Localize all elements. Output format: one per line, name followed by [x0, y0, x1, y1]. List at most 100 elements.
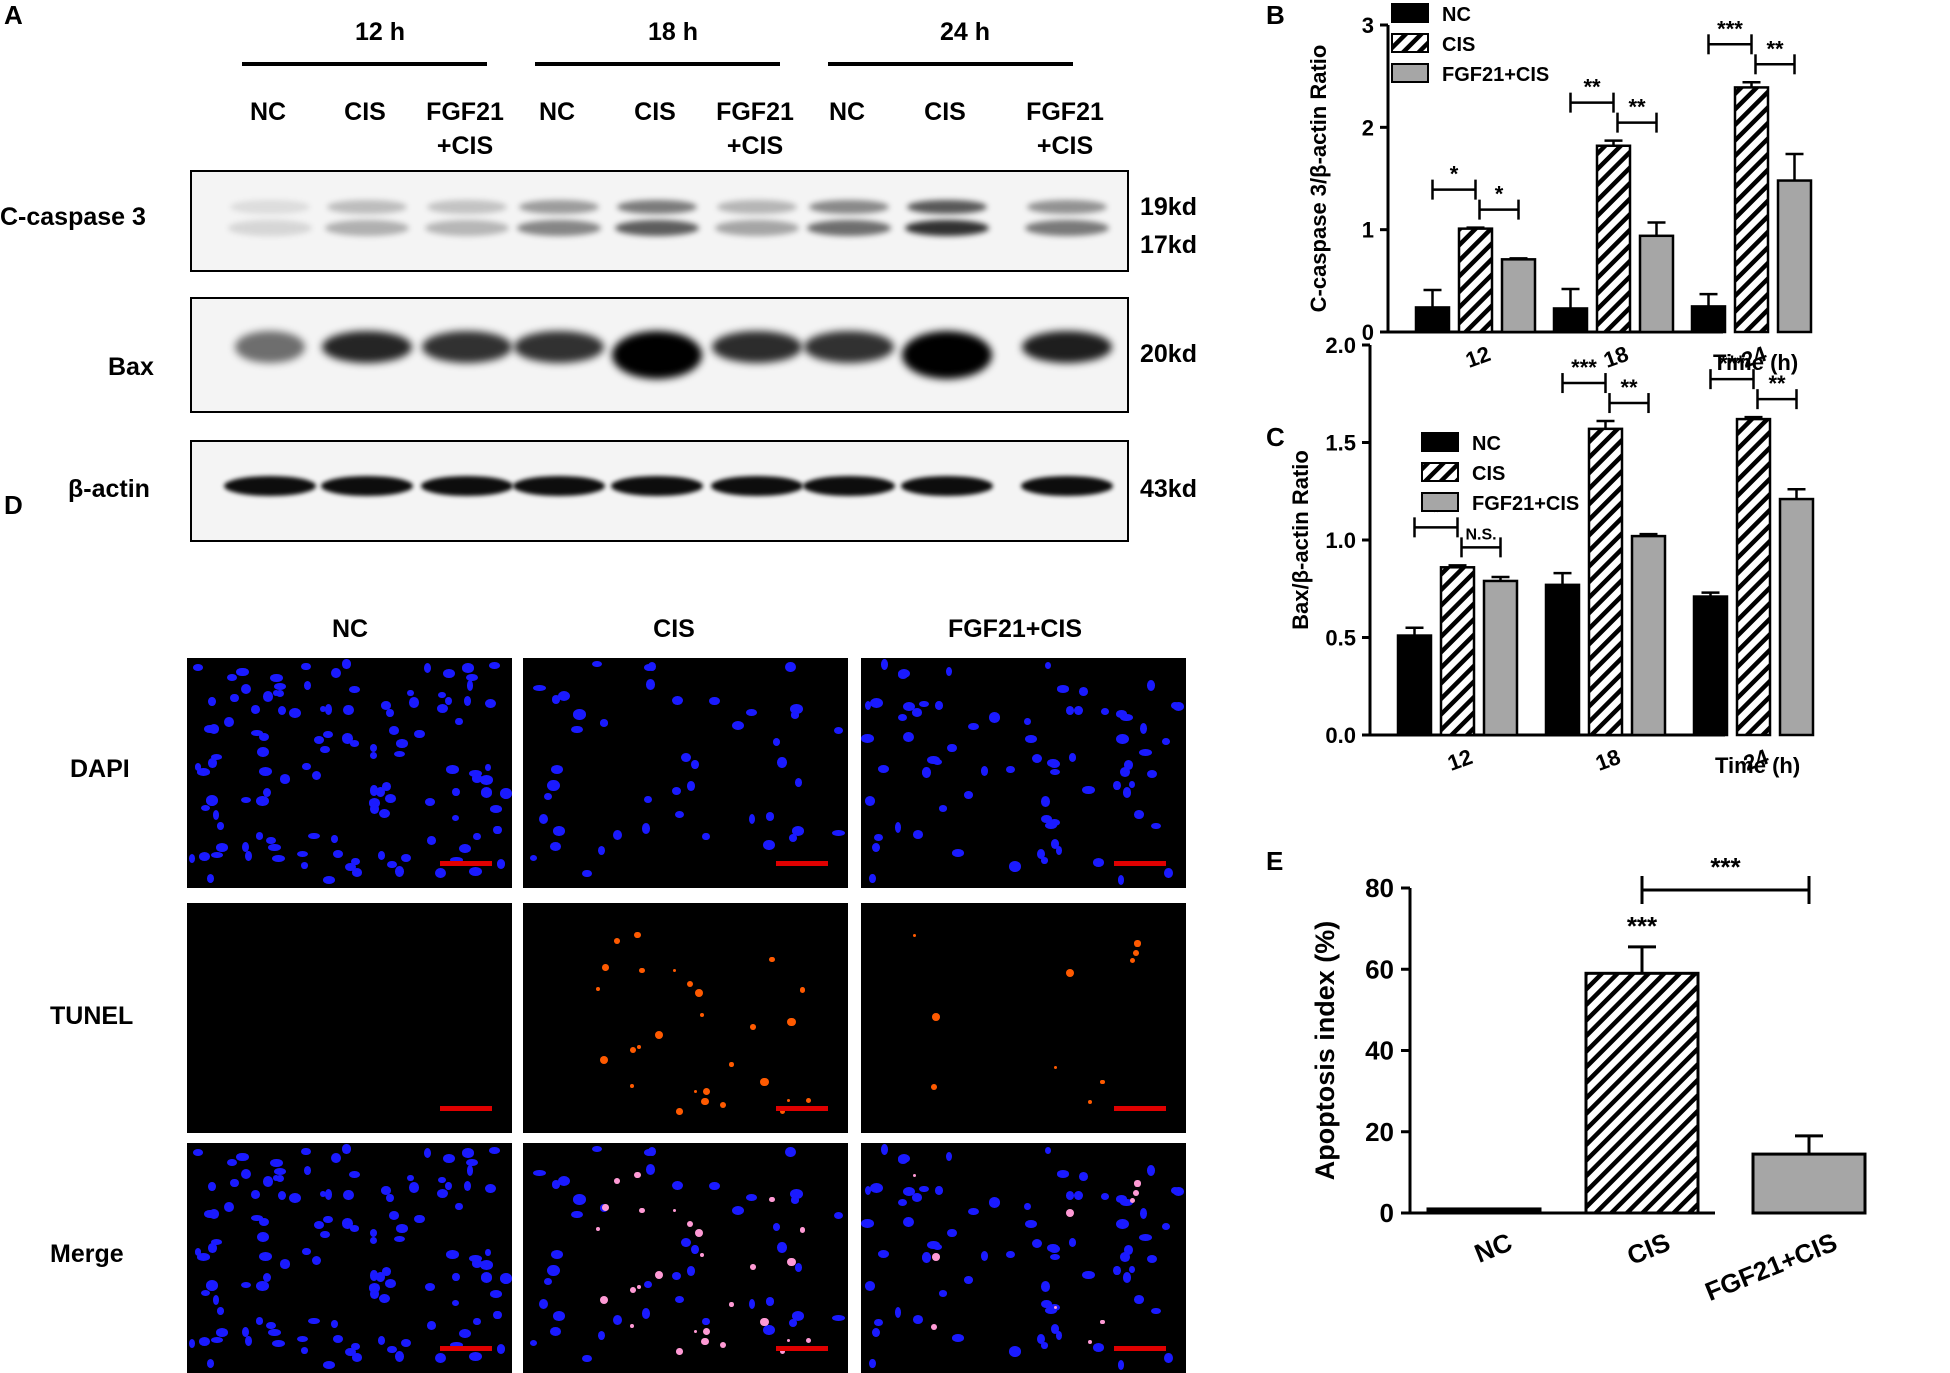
blot-band: [513, 476, 605, 496]
nucleus: [938, 1290, 948, 1297]
nucleus: [1065, 1190, 1075, 1201]
nucleus: [368, 798, 381, 808]
nucleus: [369, 1228, 378, 1237]
nucleus: [709, 1182, 720, 1191]
sig-label: **: [1768, 371, 1786, 396]
nucleus: [1140, 1208, 1148, 1219]
nucleus: [731, 720, 745, 731]
nucleus: [352, 1353, 363, 1362]
nucleus: [989, 1197, 1001, 1208]
tunel-positive-cell: [719, 1341, 727, 1349]
tunel-positive-cell: [787, 1339, 791, 1343]
nucleus: [897, 1198, 907, 1206]
nucleus: [207, 873, 215, 883]
time-line-12h: [242, 62, 487, 66]
nucleus: [469, 769, 482, 777]
x-tick-label: NC: [1470, 1227, 1516, 1269]
nucleus: [212, 809, 220, 821]
nucleus: [980, 1250, 989, 1261]
bar: [1482, 579, 1519, 737]
scale-bar: [776, 1346, 828, 1351]
nucleus: [303, 680, 311, 690]
sig-label: **: [1628, 95, 1646, 120]
blot-band: [902, 331, 992, 379]
tunel-positive-cell: [780, 1108, 786, 1114]
tunel-positive-cell: [931, 1324, 938, 1330]
y-tick-label: 0: [1380, 1198, 1394, 1228]
nucleus: [675, 810, 685, 818]
nucleus: [1049, 1254, 1060, 1261]
tunel-positive-cell: [750, 1023, 757, 1030]
nucleus: [394, 1235, 406, 1242]
legend-label: CIS: [1442, 34, 1475, 56]
nucleus: [396, 1224, 408, 1234]
tunel-positive-cell: [630, 1046, 636, 1053]
nucleus: [597, 1330, 605, 1340]
tunel-positive-cell: [676, 1108, 683, 1115]
micro-row-dapi: DAPI: [70, 755, 130, 783]
nucleus: [964, 1276, 974, 1285]
nucleus: [378, 808, 391, 819]
y-tick-label: 0.0: [1325, 723, 1356, 748]
nucleus: [424, 663, 432, 674]
nucleus: [864, 701, 871, 711]
nucleus: [550, 1249, 564, 1259]
nucleus: [473, 833, 481, 841]
lane-label: NC: [538, 98, 576, 126]
nucleus: [550, 764, 564, 774]
tunel-positive-cell: [799, 1227, 806, 1233]
nucleus: [1093, 1342, 1105, 1352]
nucleus: [443, 1154, 455, 1164]
nucleus: [903, 701, 916, 711]
tunel-positive-cell: [686, 1220, 693, 1227]
nucleus: [485, 1248, 492, 1257]
nucleus: [378, 850, 386, 860]
nucleus: [964, 791, 974, 800]
tunel-positive-cell: [637, 1045, 642, 1050]
nucleus: [342, 1144, 351, 1154]
nucleus: [777, 756, 787, 768]
nucleus: [1123, 760, 1134, 771]
blot-band: [1025, 220, 1109, 236]
y-tick-label: 20: [1365, 1117, 1394, 1147]
nucleus: [250, 1214, 263, 1221]
tunel-positive-cell: [600, 1055, 609, 1065]
x-tick-label: FGF21+CIS: [1701, 1227, 1842, 1307]
nucleus: [496, 859, 505, 869]
nucleus: [322, 730, 334, 739]
y-tick-label: 1.5: [1325, 431, 1356, 456]
time-line-18h: [535, 62, 780, 66]
nucleus: [913, 830, 924, 839]
nucleus: [296, 850, 309, 858]
tunel-positive-cell: [699, 1252, 705, 1258]
nucleus: [270, 1158, 283, 1168]
nucleus: [547, 1265, 560, 1277]
nucleus: [241, 1281, 252, 1288]
nucleus: [573, 709, 587, 720]
nucleus: [613, 829, 622, 840]
sig-label: ***: [1627, 911, 1658, 941]
nucleus: [471, 1259, 483, 1268]
nucleus: [400, 853, 412, 863]
sig-label: N.S.: [1465, 526, 1496, 543]
nucleus: [210, 1239, 223, 1246]
tunel-positive-cell: [672, 1208, 676, 1213]
nucleus: [1037, 849, 1046, 860]
tunel-positive-cell: [686, 980, 693, 987]
tunel-positive-cell: [769, 1196, 775, 1202]
nucleus: [873, 833, 883, 842]
nucleus: [1023, 1202, 1032, 1211]
nucleus: [455, 717, 463, 726]
bar: [1544, 583, 1581, 737]
scale-bar: [1114, 1106, 1166, 1111]
nucleus: [378, 1293, 391, 1304]
tunel-positive-cell: [1054, 1305, 1058, 1309]
nucleus: [687, 1266, 695, 1277]
nucleus: [462, 663, 474, 674]
tunel-positive-cell: [630, 1323, 635, 1328]
tunel-positive-cell: [787, 1099, 791, 1103]
scale-bar: [1114, 861, 1166, 866]
tunel-positive-cell: [654, 1030, 664, 1040]
nucleus: [642, 1308, 651, 1319]
nucleus: [951, 1334, 964, 1342]
